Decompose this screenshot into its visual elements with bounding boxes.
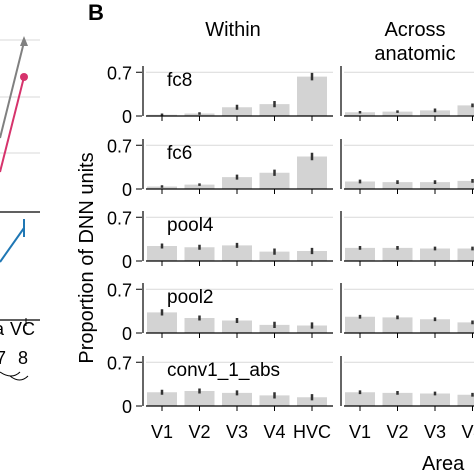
bar-within-V1 bbox=[147, 312, 177, 333]
y-tick-label: 0 bbox=[122, 107, 132, 127]
bar-within-HVC bbox=[297, 156, 327, 189]
x-tick-label: HVC bbox=[293, 422, 331, 442]
column-title-line: anatomic bbox=[374, 43, 455, 65]
x-tick-label: V1 bbox=[151, 422, 173, 442]
y-tick-label: 0 bbox=[122, 252, 132, 272]
bar-within-V3 bbox=[222, 392, 252, 406]
x-tick-label: V4 bbox=[263, 422, 285, 442]
x-tick-label: V1 bbox=[349, 422, 371, 442]
bar-across-V3 bbox=[420, 248, 450, 261]
bar-within-V2 bbox=[184, 391, 215, 406]
bar-across-V3 bbox=[420, 319, 450, 333]
row-label: conv1_1_abs bbox=[167, 360, 280, 381]
series-marker bbox=[20, 36, 28, 46]
column-title-line: Across bbox=[384, 19, 445, 41]
series-marker bbox=[20, 73, 28, 81]
bar-across-V2 bbox=[382, 111, 413, 116]
bar-within-HVC bbox=[297, 76, 327, 116]
bar-across-V4 bbox=[457, 394, 474, 406]
y-tick-label: 0.7 bbox=[107, 63, 132, 83]
bar-across-V4 bbox=[457, 180, 474, 189]
x-tick-label: V2 bbox=[188, 422, 210, 442]
y-axis-label: Proportion of DNN units bbox=[76, 152, 98, 363]
bar-across-V2 bbox=[382, 317, 413, 333]
series-line bbox=[0, 76, 25, 173]
bar-within-V3 bbox=[222, 177, 252, 189]
left-panel-fragment: aVC78 bbox=[0, 36, 40, 381]
tick-label: VC bbox=[10, 319, 35, 339]
bar-within-V3 bbox=[222, 107, 252, 116]
y-tick-label: 0.7 bbox=[107, 353, 132, 373]
bar-row-fc6: 0 0.7 fc6 bbox=[107, 136, 474, 200]
bar-within-V2 bbox=[184, 247, 215, 261]
tick-label: 8 bbox=[18, 348, 28, 368]
row-label: fc6 bbox=[167, 143, 192, 164]
bar-within-V4 bbox=[259, 395, 290, 406]
x-tick-label: V3 bbox=[226, 422, 248, 442]
panel-letter: B bbox=[88, 0, 104, 25]
column-title-across: Across anatomic bbox=[374, 19, 455, 65]
bar-row-conv1_1_abs: 0 0.7 conv1_1_abs bbox=[107, 353, 474, 417]
bar-within-V2 bbox=[184, 318, 215, 333]
bar-across-V1 bbox=[345, 247, 375, 261]
x-tick-label: V4 bbox=[461, 422, 474, 442]
bar-across-V1 bbox=[345, 316, 375, 333]
bar-within-HVC bbox=[297, 251, 327, 261]
row-label: fc8 bbox=[167, 70, 192, 91]
bar-across-V2 bbox=[382, 182, 413, 189]
bar-across-V2 bbox=[382, 247, 413, 261]
y-tick-label: 0.7 bbox=[107, 280, 132, 300]
bar-across-V4 bbox=[457, 248, 474, 261]
series-line bbox=[0, 41, 25, 139]
series-line bbox=[0, 227, 25, 263]
bar-across-V3 bbox=[420, 182, 450, 189]
x-tick-label: V3 bbox=[424, 422, 446, 442]
row-label: pool4 bbox=[167, 215, 214, 236]
bar-within-HVC bbox=[297, 325, 327, 333]
column-title-within: Within bbox=[205, 19, 261, 41]
bar-within-V2 bbox=[184, 184, 215, 189]
tick-label: 7 bbox=[0, 348, 6, 368]
bar-across-V1 bbox=[345, 181, 375, 189]
x-axis-label-fragment: Area bbox=[422, 453, 465, 474]
row-label: pool2 bbox=[167, 287, 214, 308]
bar-across-V2 bbox=[382, 392, 413, 406]
bar-rows: 0 0.7 fc8 0 0.7 fc6 0 0.7 pool4 0 0.7 pool2 0 0.7 conv… bbox=[107, 63, 474, 417]
bar-row-fc8: 0 0.7 fc8 bbox=[107, 63, 474, 127]
bar-within-V4 bbox=[259, 251, 290, 261]
bar-across-V3 bbox=[420, 393, 450, 406]
x-tick-labels: V1V2V3V4HVCV1V2V3V4HVC bbox=[151, 422, 474, 442]
bar-across-V1 bbox=[345, 112, 375, 116]
y-tick-label: 0 bbox=[122, 324, 132, 344]
y-tick-label: 0.7 bbox=[107, 208, 132, 228]
y-tick-label: 0 bbox=[122, 180, 132, 200]
bar-within-V4 bbox=[259, 104, 290, 116]
brace bbox=[0, 371, 29, 381]
tick-label: a bbox=[0, 319, 5, 339]
bar-within-V3 bbox=[222, 245, 252, 261]
bar-within-V4 bbox=[259, 324, 290, 333]
y-tick-label: 0 bbox=[122, 397, 132, 417]
bar-within-V1 bbox=[147, 246, 177, 261]
bar-within-V4 bbox=[259, 172, 290, 189]
bar-within-V3 bbox=[222, 320, 252, 333]
bar-row-pool4: 0 0.7 pool4 bbox=[107, 208, 474, 272]
bar-across-V3 bbox=[420, 110, 450, 116]
y-tick-label: 0.7 bbox=[107, 136, 132, 156]
bar-row-pool2: 0 0.7 pool2 bbox=[107, 280, 474, 344]
bar-within-HVC bbox=[297, 397, 327, 406]
bar-within-V1 bbox=[147, 392, 177, 406]
bar-across-V4 bbox=[457, 322, 474, 333]
x-tick-label: V2 bbox=[386, 422, 408, 442]
bar-across-V1 bbox=[345, 392, 375, 406]
bar-across-V4 bbox=[457, 105, 474, 116]
